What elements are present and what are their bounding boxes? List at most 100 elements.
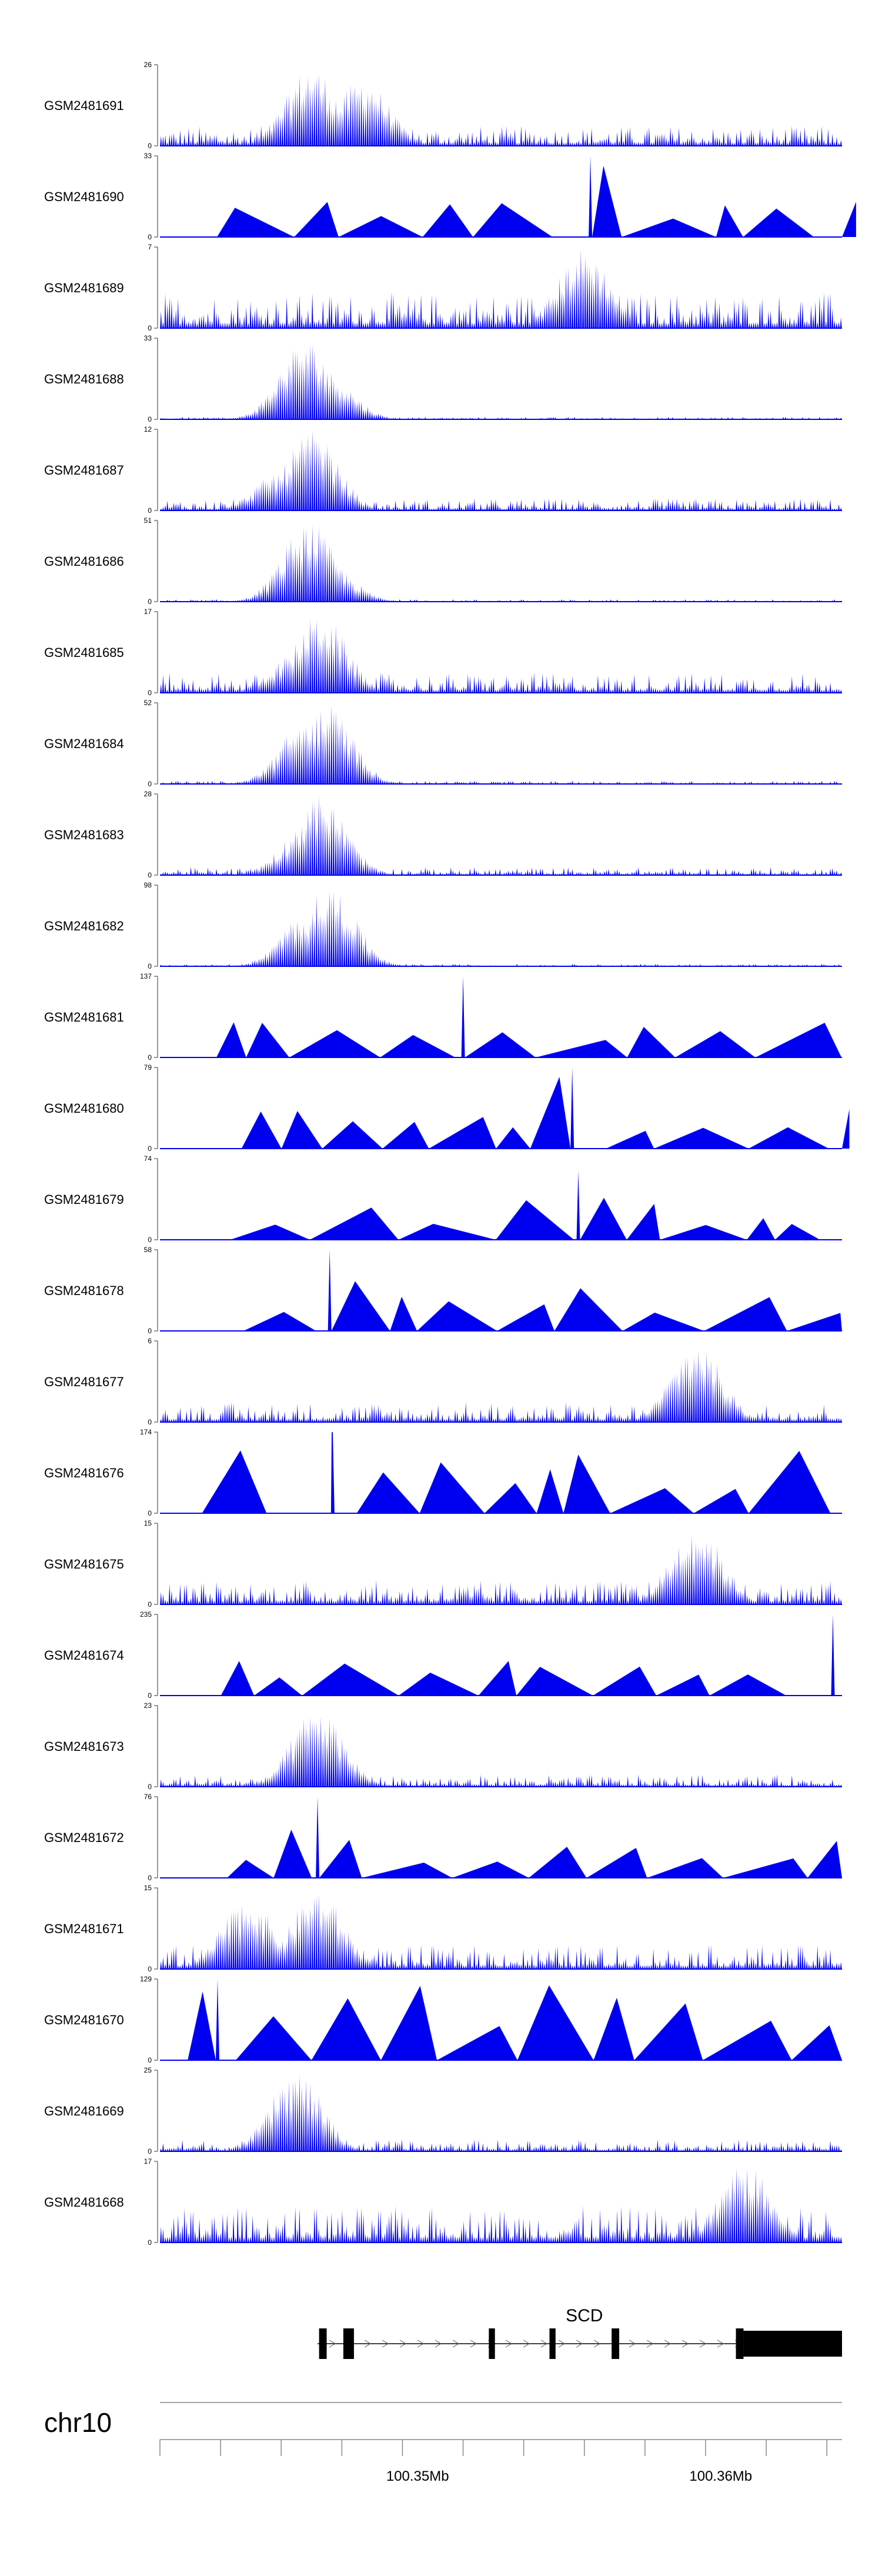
y-max-label: 33 xyxy=(144,334,152,342)
y-min-label: 0 xyxy=(148,871,152,879)
track-GSM2481670: GSM2481670 129 0 xyxy=(44,1975,843,2064)
coverage-area xyxy=(217,156,856,237)
coverage-area xyxy=(160,1716,842,1787)
y-max-label: 15 xyxy=(144,1884,152,1892)
track-label: GSM2481668 xyxy=(44,2195,124,2210)
y-max-label: 17 xyxy=(144,608,152,616)
y-max-label: 26 xyxy=(144,61,152,69)
track-GSM2481681: GSM2481681 137 0 xyxy=(44,972,842,1062)
position-label: 100.36Mb xyxy=(689,2468,752,2484)
track-label: GSM2481683 xyxy=(44,827,124,842)
coverage-area xyxy=(220,1614,835,1696)
track-GSM2481684: GSM2481684 52 0 xyxy=(44,699,842,788)
track-GSM2481691: GSM2481691 26 0 xyxy=(44,61,842,150)
y-max-label: 174 xyxy=(140,1428,152,1436)
position-label: 100.35Mb xyxy=(386,2468,449,2484)
track-label: GSM2481678 xyxy=(44,1283,124,1298)
track-GSM2481688: GSM2481688 33 0 xyxy=(44,334,842,423)
y-max-label: 25 xyxy=(144,2066,152,2074)
y-max-label: 235 xyxy=(140,1610,152,1619)
coverage-area xyxy=(160,619,842,693)
strand-arrow xyxy=(523,2340,530,2348)
y-min-label: 0 xyxy=(148,1874,152,1882)
coverage-area xyxy=(230,1170,820,1240)
y-max-label: 28 xyxy=(144,790,152,798)
y-max-label: 12 xyxy=(144,425,152,433)
strand-arrow xyxy=(558,2340,566,2348)
track-label: GSM2481686 xyxy=(44,554,124,569)
track-label: GSM2481675 xyxy=(44,1557,124,1571)
coverage-area xyxy=(160,2075,842,2151)
exon xyxy=(549,2328,556,2359)
track-label: GSM2481682 xyxy=(44,919,124,933)
genomic-axis: chr10 100.35Mb 100.36Mb xyxy=(44,2402,842,2484)
exon xyxy=(736,2328,744,2359)
track-label: GSM2481676 xyxy=(44,1466,124,1480)
y-min-label: 0 xyxy=(148,1236,152,1244)
track-label: GSM2481681 xyxy=(44,1010,124,1025)
track-GSM2481668: GSM2481668 17 0 xyxy=(44,2157,842,2247)
y-max-label: 137 xyxy=(140,972,152,980)
track-label: GSM2481685 xyxy=(44,645,124,660)
y-min-label: 0 xyxy=(148,780,152,788)
track-GSM2481675: GSM2481675 15 0 xyxy=(44,1519,842,1609)
strand-arrow xyxy=(364,2340,372,2348)
track-GSM2481672: GSM2481672 76 0 xyxy=(44,1793,843,1882)
y-min-label: 0 xyxy=(148,1691,152,1700)
y-min-label: 0 xyxy=(148,1053,152,1062)
track-GSM2481683: GSM2481683 28 0 xyxy=(44,790,842,879)
y-min-label: 0 xyxy=(148,324,152,332)
coverage-area xyxy=(227,1797,843,1878)
track-GSM2481674: GSM2481674 235 0 xyxy=(44,1610,842,1700)
track-GSM2481686: GSM2481686 51 0 xyxy=(44,516,842,606)
y-min-label: 0 xyxy=(148,415,152,423)
strand-arrow xyxy=(435,2340,442,2348)
exon xyxy=(343,2328,354,2359)
chromosome-label: chr10 xyxy=(44,2407,112,2438)
y-max-label: 7 xyxy=(148,243,152,251)
track-label: GSM2481669 xyxy=(44,2104,124,2118)
coverage-area xyxy=(160,796,842,875)
track-label: GSM2481671 xyxy=(44,1921,124,1936)
strand-arrow xyxy=(717,2340,724,2348)
coverage-area xyxy=(160,74,842,146)
track-GSM2481682: GSM2481682 98 0 xyxy=(44,881,842,970)
track-label: GSM2481688 xyxy=(44,372,124,386)
strand-arrow xyxy=(576,2340,583,2348)
y-max-label: 33 xyxy=(144,152,152,160)
y-max-label: 74 xyxy=(144,1154,152,1163)
track-GSM2481685: GSM2481685 17 0 xyxy=(44,608,842,697)
y-min-label: 0 xyxy=(148,1418,152,1426)
strand-arrow xyxy=(593,2340,601,2348)
strand-arrow xyxy=(664,2340,671,2348)
gene-name-label: SCD xyxy=(566,2306,603,2325)
gene-model-SCD: SCD xyxy=(318,2306,842,2359)
strand-arrow xyxy=(382,2340,389,2348)
y-min-label: 0 xyxy=(148,142,152,150)
coverage-area xyxy=(160,1351,842,1422)
y-min-label: 0 xyxy=(148,1144,152,1153)
track-label: GSM2481679 xyxy=(44,1192,124,1207)
y-min-label: 0 xyxy=(148,1783,152,1791)
coverage-area xyxy=(202,1432,831,1513)
track-label: GSM2481687 xyxy=(44,463,124,478)
track-GSM2481669: GSM2481669 25 0 xyxy=(44,2066,842,2155)
y-min-label: 0 xyxy=(148,233,152,241)
track-GSM2481671: GSM2481671 15 0 xyxy=(44,1884,842,1973)
track-GSM2481680: GSM2481680 79 0 xyxy=(44,1063,850,1153)
track-GSM2481689: GSM2481689 7 0 xyxy=(44,243,842,332)
y-min-label: 0 xyxy=(148,1327,152,1335)
y-max-label: 98 xyxy=(144,881,152,889)
track-GSM2481687: GSM2481687 12 0 xyxy=(44,425,842,515)
strand-arrow xyxy=(452,2340,460,2348)
track-GSM2481690: GSM2481690 33 0 xyxy=(44,152,856,241)
track-GSM2481676: GSM2481676 174 0 xyxy=(44,1428,842,1517)
strand-arrow xyxy=(329,2340,336,2348)
track-label: GSM2481690 xyxy=(44,189,124,204)
y-min-label: 0 xyxy=(148,689,152,697)
y-max-label: 17 xyxy=(144,2157,152,2165)
y-min-label: 0 xyxy=(148,962,152,970)
strand-arrow xyxy=(629,2340,636,2348)
